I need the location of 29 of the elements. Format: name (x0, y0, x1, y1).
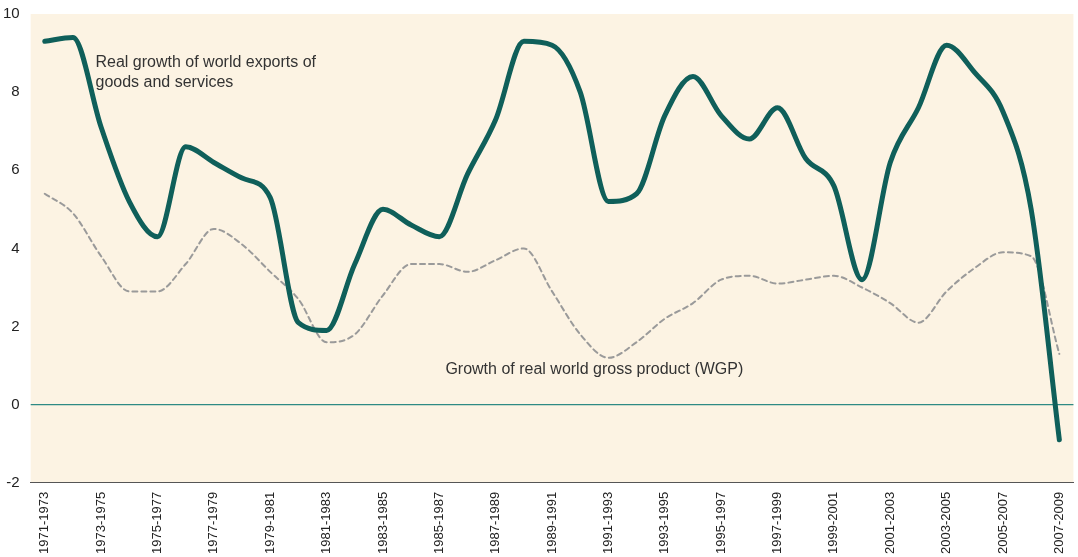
x-tick-label: 1987-1989 (487, 491, 503, 554)
x-tick-label: 2005-2007 (994, 491, 1010, 554)
x-tick-label: 1991-1993 (600, 491, 615, 554)
y-tick-label: 4 (11, 238, 20, 256)
y-tick-label: 2 (11, 316, 20, 334)
series-label: Real growth of world exports of goods and services (95, 53, 317, 91)
x-tick-label: 1993-1995 (656, 491, 672, 554)
x-tick-label: 1979-1981 (261, 491, 277, 554)
y-tick-label: 6 (11, 160, 20, 178)
y-tick-label: -2 (6, 472, 20, 490)
x-tick-label: 1997-1999 (769, 491, 785, 554)
y-tick-label: 0 (11, 394, 20, 412)
x-tick-label: 1981-1983 (318, 491, 334, 554)
y-tick-label: 8 (11, 82, 20, 100)
series-label: Growth of real world gross product (WGP) (445, 360, 744, 378)
x-tick-label: 1973-1975 (92, 491, 108, 554)
x-tick-label: 1989-1991 (543, 491, 559, 554)
x-tick-label: 1971-1973 (36, 491, 52, 554)
x-tick-label: 1983-1985 (374, 491, 390, 554)
x-tick-label: 1977-1979 (205, 491, 221, 554)
x-tick-label: 1975-1977 (149, 491, 165, 554)
x-tick-label: 1985-1987 (430, 491, 446, 554)
line-series (43, 192, 1061, 359)
x-tick-label: 2003-2005 (938, 491, 954, 554)
x-tick-label: 1995-1997 (712, 491, 728, 554)
x-tick-label: 1999-2001 (825, 491, 841, 554)
y-tick-label: 10 (3, 4, 20, 22)
x-tick-label: 2001-2003 (881, 491, 897, 554)
x-tick-label: 2007-2009 (1050, 491, 1066, 554)
